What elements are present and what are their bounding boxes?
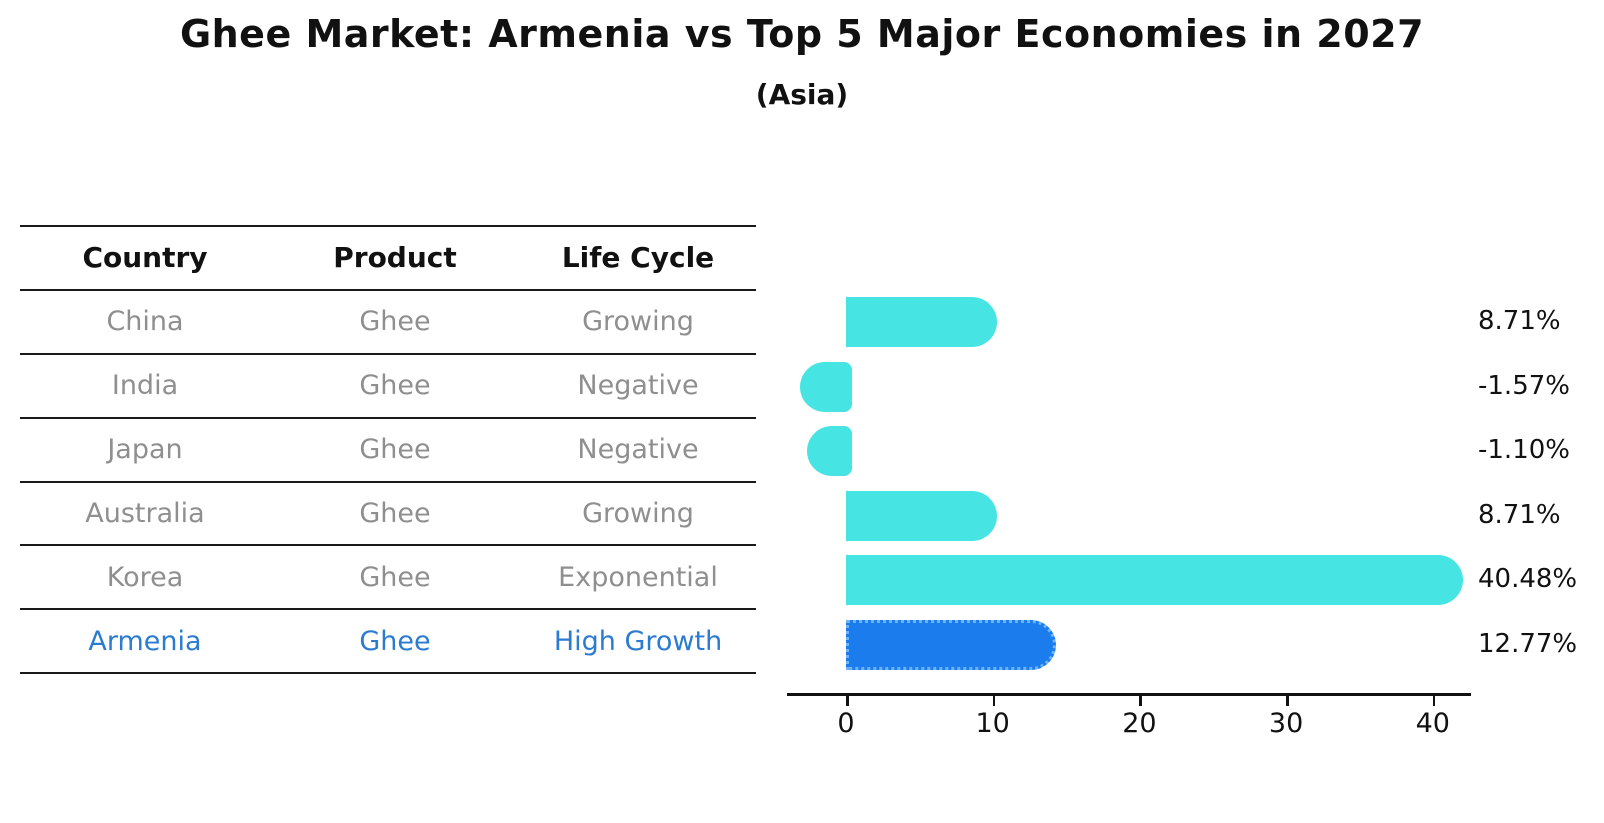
table-row-india: India Ghee Negative (20, 355, 756, 419)
x-tick-30 (1286, 696, 1289, 706)
bar-korea (846, 555, 1463, 606)
cell-product: Ghee (359, 561, 431, 593)
cell-country: Japan (107, 434, 183, 466)
value-label-japan: -1.10% (1478, 435, 1570, 466)
cell-life-cycle: Negative (577, 434, 699, 466)
cell-life-cycle: Growing (582, 306, 694, 338)
table-body: China Ghee Growing India Ghee Negative Japan Gh… (20, 291, 756, 672)
cell-country: Korea (106, 561, 184, 593)
column-header-lifecycle: Life Cycle (561, 241, 715, 275)
bar-china (846, 297, 997, 347)
bar-armenia (846, 620, 1057, 670)
cell-country: India (111, 370, 179, 402)
table-row-armenia: Armenia Ghee High Growth (20, 610, 756, 672)
x-tick-20 (1139, 696, 1142, 706)
x-tick-label-20: 20 (1122, 708, 1157, 739)
x-tick-0 (846, 696, 849, 706)
value-label-armenia: 12.77% (1478, 629, 1578, 659)
chart-subtitle: (Asia) (755, 78, 849, 111)
value-label-australia: 8.71% (1478, 499, 1561, 530)
cell-life-cycle: Negative (577, 370, 699, 402)
x-tick-label-0: 0 (837, 708, 855, 739)
x-tick-label-40: 40 (1415, 708, 1450, 739)
x-axis-line (787, 693, 1471, 696)
bar-australia (846, 490, 997, 541)
cell-product: Ghee (359, 625, 431, 657)
cell-life-cycle: Exponential (558, 561, 718, 593)
country-table: Country Product Life Cycle China Ghee Grow… (20, 225, 756, 675)
x-tick-label-10: 10 (975, 708, 1010, 739)
cell-country: China (106, 306, 184, 338)
cell-product: Ghee (359, 370, 431, 402)
table-header-row: Country Product Life Cycle (20, 227, 756, 291)
table-row-australia: Australia Ghee Growing (20, 483, 756, 547)
cell-life-cycle: High Growth (553, 625, 723, 657)
cell-country: Armenia (88, 625, 202, 657)
cell-life-cycle: Growing (582, 498, 694, 529)
value-label-china: 8.71% (1478, 306, 1561, 336)
value-label-korea: 40.48% (1478, 564, 1578, 595)
bar-japan (806, 426, 852, 477)
chart-title: Ghee Market: Armenia vs Top 5 Major Econ… (179, 12, 1425, 56)
bar-india (799, 361, 852, 412)
x-tick-10 (992, 696, 996, 706)
table-row-china: China Ghee Growing (20, 291, 756, 355)
cell-country: Australia (85, 498, 205, 529)
cell-product: Ghee (359, 306, 431, 338)
cell-product: Ghee (359, 498, 431, 529)
x-tick-40 (1432, 696, 1436, 706)
column-header-product: Product (333, 241, 457, 275)
table-row-korea: Korea Ghee Exponential (20, 546, 756, 611)
column-header-country: Country (82, 241, 208, 275)
table-row-japan: Japan Ghee Negative (20, 419, 756, 483)
value-label-india: -1.57% (1478, 370, 1570, 401)
x-tick-label-30: 30 (1268, 708, 1304, 739)
cell-product: Ghee (359, 434, 431, 466)
